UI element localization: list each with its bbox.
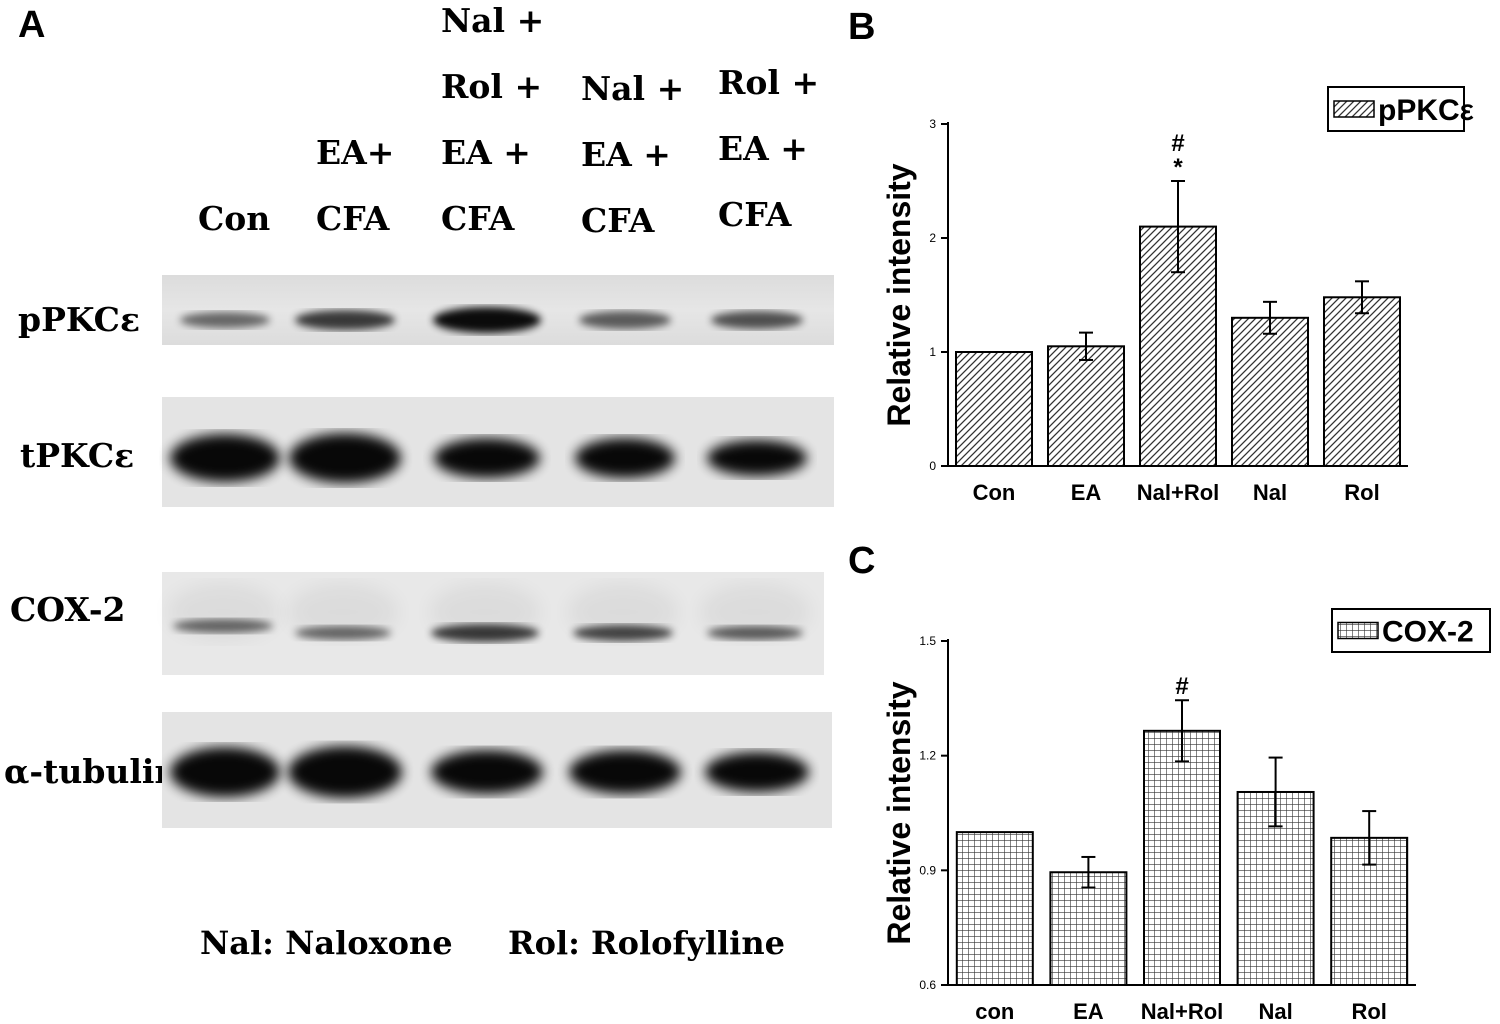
lane-label: Rol + EA + CFA: [718, 50, 819, 248]
footnote: Rol: Rolofylline: [508, 924, 785, 962]
bar: [1049, 871, 1128, 986]
lane-label-line: CFA: [316, 199, 390, 238]
y-tick-label: 1: [929, 345, 936, 359]
lane-label-line: EA +: [718, 129, 808, 168]
y-tick-label: 0.6: [919, 978, 936, 992]
lane-label-line: CFA: [581, 201, 655, 240]
x-tick-label: Nal+Rol: [1141, 999, 1224, 1024]
significance-mark: *: [1173, 154, 1183, 181]
y-tick-label: 1.5: [919, 634, 936, 648]
lane-label-line: Con: [198, 199, 271, 238]
bar: [955, 831, 1034, 986]
band-cox2-haze: [568, 584, 678, 640]
chart-c: 0.6 0.9 1.2 1.5 Relative intensity con EA Nal+R…: [881, 608, 1491, 1024]
bar: [1231, 316, 1309, 467]
lane-label-line: CFA: [718, 195, 792, 234]
x-tick-label: Nal: [1258, 999, 1292, 1024]
legend-label: pPKCε: [1378, 94, 1474, 127]
panel-b-letter: B: [848, 6, 876, 48]
bar: [955, 351, 1033, 467]
band-tpkce: [707, 440, 807, 476]
y-tick-label: 0.9: [919, 863, 936, 877]
y-axis-label: Relative intensity: [881, 681, 917, 944]
x-tick-label: EA: [1073, 999, 1104, 1024]
row-label: COX-2: [10, 590, 126, 629]
band-tubulin: [170, 747, 280, 797]
x-tick-label: EA: [1071, 480, 1102, 505]
band-tpkce: [289, 433, 401, 483]
legend: pPKCε: [1327, 86, 1474, 132]
row-label: pPKCε: [18, 300, 141, 339]
bar: [1047, 345, 1125, 467]
panel-c-letter: C: [848, 540, 876, 582]
x-tick-label: Nal+Rol: [1137, 480, 1220, 505]
x-tick-label: Nal: [1253, 480, 1287, 505]
band-cox2-haze: [288, 584, 398, 640]
bar: [1143, 729, 1221, 986]
band-cox2-haze: [430, 584, 540, 640]
band-cox2-haze: [168, 584, 278, 640]
legend-swatch: [1333, 100, 1375, 118]
band-cox2-haze: [700, 584, 810, 640]
legend: COX-2: [1331, 608, 1491, 653]
significance-mark: #: [1171, 130, 1184, 157]
y-tick-label: 2: [929, 231, 936, 245]
lane-label: EA+ CFA: [316, 120, 394, 252]
band-ppkce: [180, 312, 270, 328]
lane-label-line: EA+: [316, 133, 395, 172]
row-label: tPKCε: [20, 436, 135, 475]
band-ppkce: [579, 311, 671, 329]
band-ppkce: [433, 307, 541, 333]
panel-a-letter: A: [18, 4, 46, 46]
footnote: Nal: Naloxone: [200, 924, 453, 962]
lane-label-line: EA +: [581, 135, 671, 174]
lane-label: Con: [198, 186, 270, 252]
band-tubulin: [431, 750, 543, 794]
lane-label: Nal + EA + CFA: [581, 56, 684, 254]
band-ppkce: [711, 311, 803, 329]
lane-label-line: Nal +: [441, 1, 545, 40]
band-tubulin: [705, 752, 809, 792]
band-tubulin: [288, 746, 402, 798]
row-label: α-tubulin: [4, 752, 179, 791]
band-tpkce: [170, 434, 280, 482]
band-tubulin: [569, 750, 681, 794]
band-tpkce: [575, 438, 675, 478]
y-tick-label: 0: [929, 459, 936, 473]
lane-label-line: Rol +: [441, 67, 543, 106]
lane-label-line: CFA: [441, 199, 515, 238]
lane-label: Nal + Rol + EA + CFA: [441, 0, 544, 252]
x-tick-label: Rol: [1351, 999, 1386, 1024]
x-tick-label: con: [975, 999, 1014, 1024]
lane-label-line: Rol +: [718, 63, 820, 102]
lane-label-line: Nal +: [581, 69, 685, 108]
lane-label-line: EA +: [441, 133, 531, 172]
chart-b: 0 1 2 3 Relative intensity Con EA Nal+Rol Nal Rol…: [881, 86, 1474, 505]
y-tick-label: 3: [929, 117, 936, 131]
band-ppkce: [295, 310, 395, 330]
x-tick-label: Rol: [1344, 480, 1379, 505]
x-tick-label: Con: [973, 480, 1016, 505]
legend-label: COX-2: [1382, 616, 1474, 649]
y-tick-label: 1.2: [919, 749, 936, 763]
legend-swatch: [1337, 621, 1379, 640]
significance-mark: #: [1175, 673, 1188, 700]
band-tpkce: [434, 438, 540, 478]
y-axis-label: Relative intensity: [881, 163, 917, 426]
